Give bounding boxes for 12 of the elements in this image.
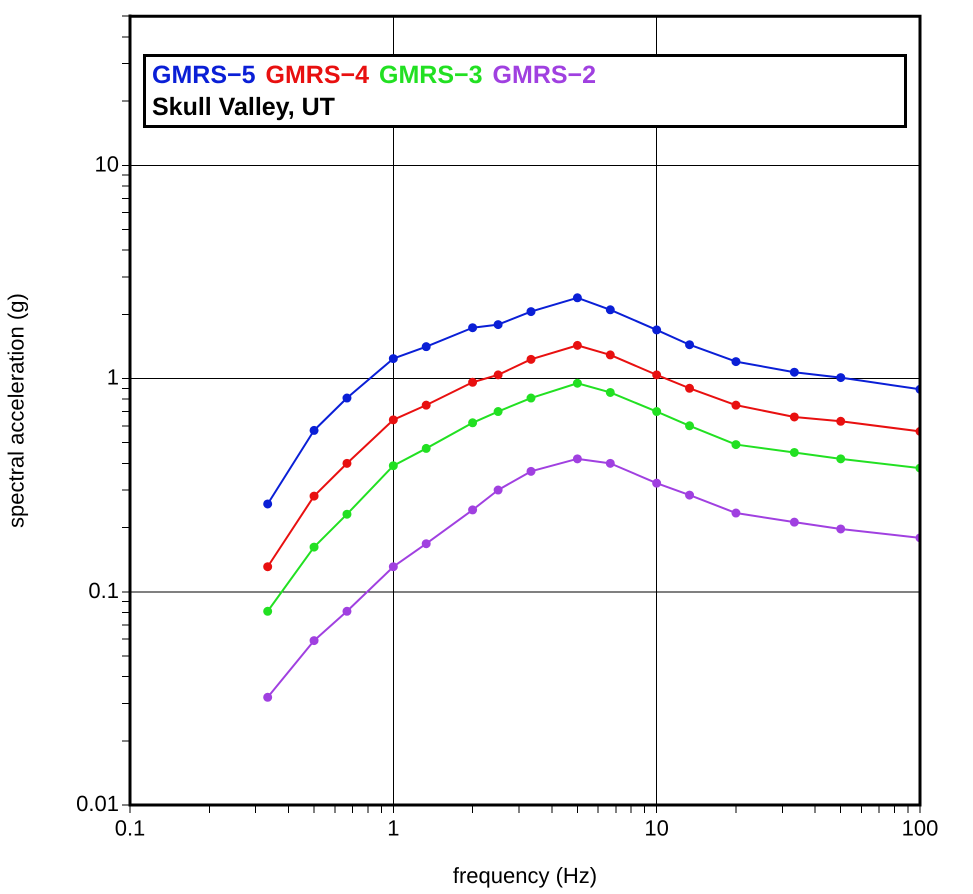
x-tick-label: 0.1	[114, 815, 146, 840]
x-tick-label: 100	[902, 815, 938, 840]
y-tick-label: 1	[106, 364, 119, 390]
y-tick-label: 0.1	[88, 578, 119, 603]
x-tick-label: 1	[387, 815, 400, 840]
y-tick-label: 0.01	[76, 791, 119, 816]
legend-panel: GMRS−5 GMRS−4 GMRS−3 GMRS−2 Skull Valley, UT	[143, 54, 907, 128]
annotation: Skull Valley, UT	[152, 92, 336, 124]
x-tick-label: 10	[644, 815, 669, 840]
y-axis-title: spectral acceleration (g)	[3, 293, 28, 528]
x-axis-title: frequency (Hz)	[452, 862, 598, 888]
y-tick-label: 10	[94, 151, 119, 176]
